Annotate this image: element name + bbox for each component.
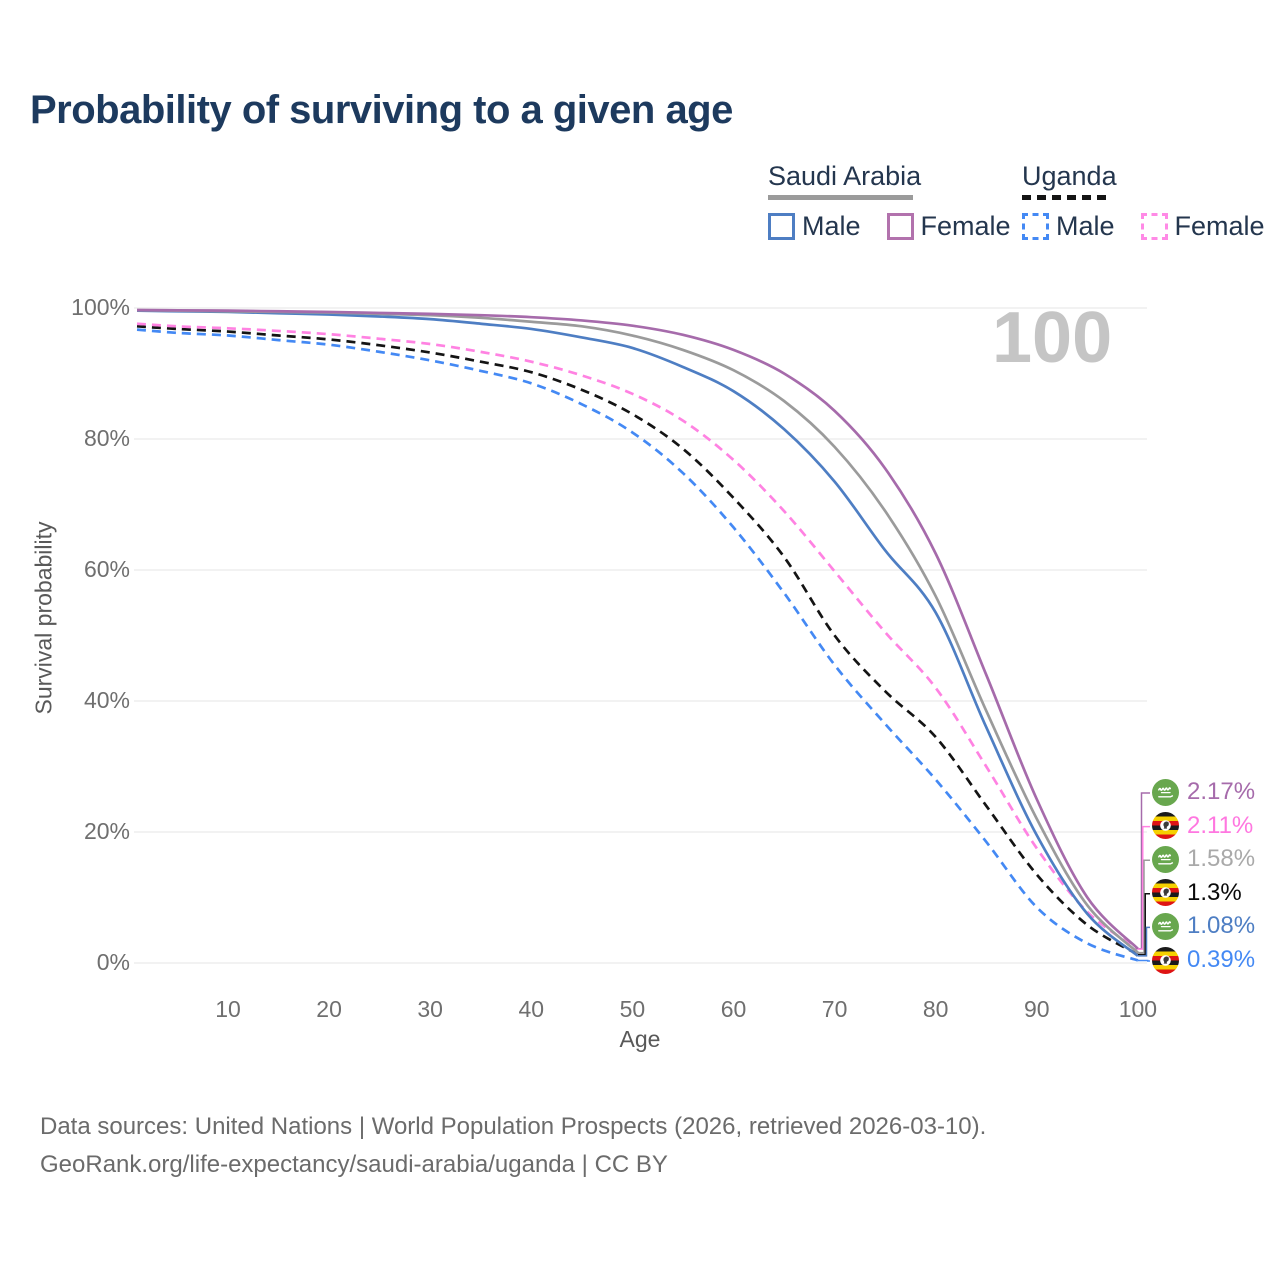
x-tick-label: 90 — [1024, 996, 1050, 1022]
legend-underline-dashed — [1022, 195, 1110, 200]
x-tick-label: 60 — [720, 996, 747, 1022]
x-tick-label: 50 — [619, 996, 646, 1022]
x-tick-label: 70 — [821, 996, 848, 1022]
y-tick-label: 40% — [83, 687, 130, 713]
uganda-male-swatch-icon — [1022, 213, 1049, 240]
end-label-value: 2.17% — [1187, 778, 1256, 805]
legend-item-label: Male — [802, 211, 861, 241]
series-line-saudi-arabia-both-sexes- — [136, 308, 1139, 954]
x-tick-label: 40 — [518, 996, 545, 1022]
leader-line — [1138, 893, 1150, 956]
leader-line — [1138, 825, 1150, 950]
x-tick-label: 20 — [316, 996, 342, 1022]
end-label-value: 1.08% — [1187, 912, 1256, 940]
legend-item-uganda-male[interactable]: Male — [1022, 211, 1115, 242]
leader-line — [1138, 959, 1150, 962]
legend-country-label-uganda: Uganda — [1022, 161, 1117, 191]
x-tick-label: 10 — [215, 996, 241, 1022]
x-tick-label: 30 — [417, 996, 443, 1022]
saudi-arabia-flag-icon — [1152, 778, 1179, 806]
legend-item-saudi-male[interactable]: Male — [768, 211, 861, 242]
series-line-uganda-female — [136, 322, 1139, 951]
legend-item-saudi-female[interactable]: Female — [886, 211, 1011, 242]
legend-item-label: Female — [920, 211, 1011, 241]
series-line-saudi-arabia-female — [136, 308, 1139, 950]
legend-group-saudi-arabia: Saudi Arabia Male Female — [768, 161, 1011, 242]
end-label-value: 1.3% — [1187, 878, 1242, 906]
uganda-flag-icon — [1152, 812, 1179, 839]
page-title: Probability of surviving to a given age — [30, 88, 733, 132]
hover-age-watermark: 100 — [992, 298, 1113, 378]
end-label-saudi-arabia-male: 1.08% — [1152, 912, 1255, 940]
x-tick-label: 100 — [1118, 996, 1158, 1022]
uganda-flag-icon — [1152, 947, 1179, 974]
leader-line — [1138, 926, 1150, 957]
legend-country-label-saudi-arabia: Saudi Arabia — [768, 161, 922, 191]
legend-underline-solid — [768, 195, 913, 200]
end-label-saudi-arabia-female: 2.17% — [1152, 778, 1255, 806]
series-line-uganda-both-sexes- — [136, 324, 1139, 956]
saudi-arabia-flag-icon — [1152, 845, 1179, 873]
y-tick-label: 100% — [71, 294, 130, 320]
end-label-uganda-male: 0.39% — [1152, 946, 1255, 974]
footer-data-sources: Data sources: United Nations | World Pop… — [40, 1113, 987, 1140]
end-label-value: 2.11% — [1187, 811, 1254, 839]
saudi-male-swatch-icon — [768, 213, 795, 240]
saudi-arabia-flag-icon — [1152, 912, 1179, 940]
y-axis-title: Survival probability — [30, 521, 57, 715]
y-tick-label: 20% — [83, 818, 130, 844]
end-label-saudi-arabia-both-sexes-: 1.58% — [1152, 845, 1255, 873]
legend-item-uganda-female[interactable]: Female — [1140, 211, 1265, 242]
footer: Data sources: United Nations | World Pop… — [40, 1108, 986, 1184]
end-label-uganda-female: 2.11% — [1152, 812, 1253, 840]
x-axis-title: Age — [619, 1026, 661, 1052]
footer-attribution: GeoRank.org/life-expectancy/saudi-arabia… — [40, 1151, 668, 1178]
end-label-uganda-both-sexes-: 1.3% — [1152, 879, 1242, 907]
end-label-value: 0.39% — [1187, 946, 1256, 973]
y-tick-label: 80% — [83, 425, 130, 451]
legend-group-uganda: Uganda Male Female — [1022, 161, 1265, 242]
uganda-female-swatch-icon — [1140, 213, 1168, 240]
end-label-value: 1.58% — [1187, 845, 1256, 873]
y-tick-label: 60% — [83, 556, 130, 582]
legend-item-label: Female — [1174, 211, 1265, 241]
leader-line — [1138, 859, 1150, 954]
series-line-uganda-male — [136, 328, 1139, 962]
x-tick-label: 80 — [922, 996, 949, 1022]
series-line-saudi-arabia-male — [136, 309, 1139, 957]
saudi-female-swatch-icon — [886, 213, 914, 240]
legend-item-label: Male — [1056, 211, 1115, 241]
uganda-flag-icon — [1152, 879, 1179, 906]
y-tick-label: 0% — [96, 949, 130, 975]
